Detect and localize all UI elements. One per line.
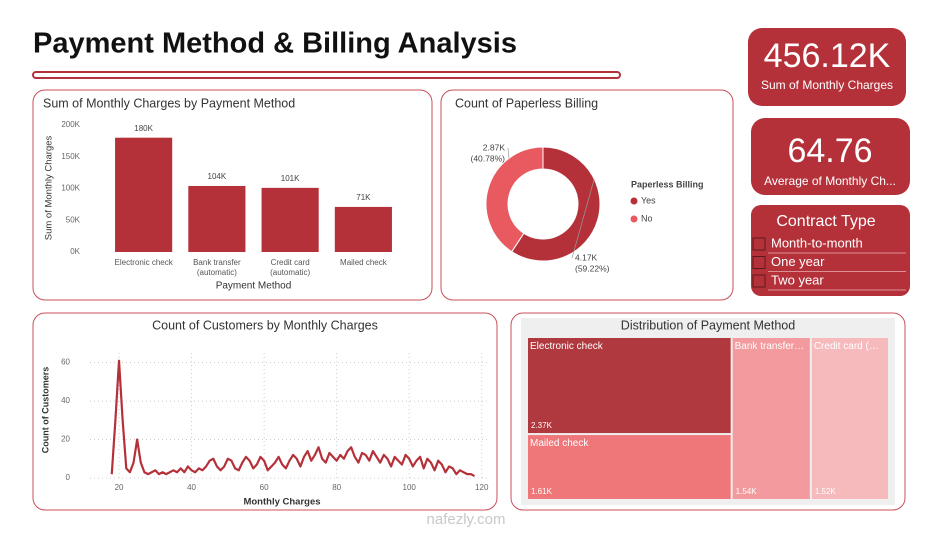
checkbox[interactable] (752, 237, 766, 251)
x-tick-label: Electronic check (114, 258, 173, 267)
y-tick-label: 150K (61, 152, 80, 161)
treemap-tile (811, 338, 888, 499)
x-tick-label: Credit card (automatic) (270, 258, 311, 277)
tile-value: 1.61K (531, 487, 553, 496)
bar (334, 206, 392, 252)
donut-slice (511, 146, 601, 262)
y-tick-label: 0 (66, 473, 71, 482)
kpi-card (748, 28, 906, 106)
x-tick-label-box: Mailed check (340, 258, 387, 267)
x-tick-label-box: Credit card (automatic) (270, 258, 311, 277)
x-tick-label: 60 (260, 483, 269, 492)
slicer-item[interactable]: Month-to-month (771, 235, 863, 250)
chart-title: Count of Paperless Billing (455, 96, 598, 110)
checkbox[interactable] (752, 274, 766, 288)
watermark: nafezly.com (427, 511, 506, 528)
data-label: 180K (134, 124, 153, 133)
y-tick-label: 60 (61, 358, 70, 367)
tile-value: 1.52K (815, 487, 837, 496)
x-tick-label: 100 (403, 483, 417, 492)
treemap-tile (528, 338, 731, 434)
x-tick-label: 80 (332, 483, 341, 492)
tile-label-box: Electronic check (530, 341, 603, 352)
leader-line (507, 147, 510, 159)
x-axis-label: Payment Method (216, 281, 292, 292)
slicer (751, 205, 910, 296)
y-axis-label: Sum of Monthly Charges (44, 135, 55, 240)
tile-value: 1.54K (736, 487, 758, 496)
x-axis-label: Monthly Charges (243, 497, 320, 508)
chart-title: Sum of Monthly Charges by Payment Method (43, 96, 295, 110)
y-tick-label: 40 (61, 396, 70, 405)
y-tick-label: 50K (66, 215, 81, 224)
bar (261, 187, 319, 252)
x-tick-label: 120 (475, 483, 489, 492)
checkbox[interactable] (752, 256, 766, 269)
data-label-percent: (40.78%) (471, 153, 506, 163)
data-label: 71K (356, 193, 371, 202)
kpi-card (751, 118, 910, 195)
kpi-value: 64.76 (787, 132, 872, 170)
data-label-percent: (59.22%) (575, 263, 610, 273)
x-tick-label: 40 (187, 483, 196, 492)
y-tick-label: 20 (61, 435, 70, 444)
kpi-label: Average of Monthly Ch... (764, 174, 896, 188)
x-tick-label: Mailed check (340, 258, 387, 267)
legend-title: Paperless Billing (631, 179, 704, 189)
y-tick-label: 100K (61, 184, 80, 193)
chart-title: Distribution of Payment Method (621, 318, 795, 332)
tile-label: Credit card (automatic) (813, 341, 884, 352)
line (110, 359, 476, 478)
data-label: 104K (208, 172, 227, 181)
chart-title: Count of Customers by Monthly Charges (152, 318, 378, 332)
data-label: 2.87K (483, 142, 506, 152)
page-title: Payment Method & Billing Analysis (33, 28, 517, 60)
y-tick-label: 0K (70, 247, 80, 256)
x-tick-label-box: Electronic check (114, 258, 173, 267)
y-tick-label: 200K (61, 120, 80, 129)
legend-marker (630, 197, 638, 205)
tile-label: Bank transfer (automatic) (734, 341, 806, 352)
panel (32, 312, 498, 511)
kpi-label: Sum of Monthly Charges (761, 78, 893, 92)
tile-label: Electronic check (530, 341, 603, 352)
donut-slice (485, 146, 544, 253)
legend-label: Yes (641, 195, 656, 205)
tile-value: 2.37K (531, 421, 553, 430)
treemap-tile (528, 435, 731, 499)
data-label: 4.17K (575, 252, 598, 262)
legend-label: No (641, 213, 653, 223)
y-axis-label: Count of Customers (40, 367, 50, 454)
kpi-value: 456.12K (764, 37, 891, 75)
leader-line (571, 178, 595, 259)
tile-label-box: Mailed check (530, 438, 589, 450)
x-tick-label: 20 (115, 483, 124, 492)
slicer-item[interactable]: One year (771, 254, 825, 269)
title-underline (32, 71, 621, 79)
data-label: 101K (281, 174, 300, 183)
tile-label-box: Credit card (automatic) (813, 341, 884, 352)
slicer-title: Contract Type (776, 213, 875, 230)
legend-marker (630, 215, 638, 223)
treemap-tile (732, 338, 810, 499)
tile-label-box: Bank transfer (automatic) (734, 341, 806, 352)
x-tick-label-box: Bank transfer (automatic) (193, 258, 241, 277)
bar (188, 185, 246, 252)
tile-label: Mailed check (530, 438, 589, 450)
x-tick-label: Bank transfer (automatic) (193, 258, 241, 277)
bar (115, 137, 173, 252)
slicer-item[interactable]: Two year (771, 272, 824, 287)
